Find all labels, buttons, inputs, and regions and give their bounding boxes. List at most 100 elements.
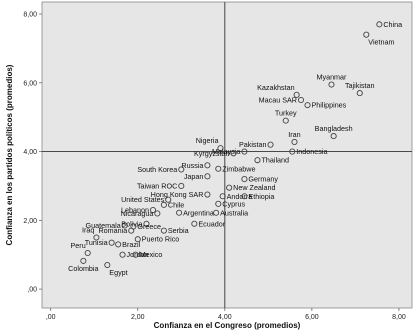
point-label-ecuador: Ecuador (198, 219, 225, 228)
point-label-tunisia: Tunisia (85, 238, 108, 247)
point-pakistan (267, 141, 274, 148)
point-ethiopia (241, 193, 248, 200)
point-label-serbia: Serbia (168, 226, 189, 235)
point-nicaragua (154, 210, 161, 217)
point-label-tajikistan: Tajikistan (345, 81, 375, 90)
point-cyprus (215, 200, 222, 207)
point-turkey (282, 117, 289, 124)
point-label-bangladesh: Bangladesh (315, 124, 353, 133)
point-label-hong-kong-sar: Hong Kong SAR (151, 190, 204, 199)
x-tick-label: 2,00 (131, 314, 145, 321)
point-ecuador (191, 220, 198, 227)
point-thailand (254, 157, 261, 164)
point-label-greece: Greece (137, 222, 161, 231)
point-nigeria (217, 145, 224, 152)
reference-lines (42, 2, 412, 308)
point-label-guatemala: Guatemala (86, 221, 121, 230)
point-macau-sar (297, 96, 305, 104)
point-label-pakistan: Pakistan (239, 140, 267, 149)
point-vietnam (363, 31, 370, 38)
point-label-indonesia: Indonesia (296, 147, 327, 156)
point-label-colombia: Colombia (68, 264, 98, 273)
point-label-germany: Germany (248, 175, 278, 184)
point-jordan (119, 251, 126, 258)
point-label-taiwan-roc: Taiwan ROC (137, 181, 177, 190)
point-serbia (160, 227, 167, 234)
point-label-south-korea: South Korea (137, 165, 177, 174)
point-label-vietnam: Vietnam (368, 38, 394, 47)
point-germany (241, 176, 248, 183)
x-axis-title: Confianza en el Congreso (promedios) (154, 321, 301, 330)
point-romania (128, 227, 135, 234)
point-philippines (304, 102, 311, 109)
point-tajikistan (356, 90, 363, 97)
point-label-myanmar: Myanmar (316, 73, 347, 82)
y-axis-title: Confianza en los partidos políticos (pro… (5, 64, 14, 245)
point-label-chile: Chile (168, 200, 184, 209)
point-label-kazakhstan: Kazakhstan (257, 83, 295, 92)
y-tick-label: 4,00 (23, 149, 37, 156)
point-new-zealand (226, 184, 233, 191)
plot-area (41, 1, 413, 309)
x-tick-label: 4,00 (218, 314, 232, 321)
point-argentina (176, 209, 183, 216)
point-puerto-rico (134, 236, 141, 243)
point-tunisia (108, 239, 115, 246)
point-united-states (165, 196, 172, 203)
point-egypt (104, 261, 111, 269)
point-label-new-zealand: New Zealand (233, 183, 275, 192)
point-mexico (132, 251, 139, 258)
point-label-romania: Romania (98, 226, 127, 235)
point-label-argentina: Argentina (183, 208, 214, 217)
x-tick-label: ,00 (46, 314, 56, 321)
point-label-mexico: Mexico (140, 250, 163, 259)
point-label-peru: Peru (71, 241, 86, 250)
point-colombia (80, 257, 87, 264)
point-label-cyprus: Cyprus (222, 199, 245, 208)
point-malaysia (241, 148, 248, 155)
point-label-zimbabwe: Zimbabwe (222, 164, 255, 173)
axis-ticks: ,00 2,00 4,00 6,00 8,00 ,00 2,00 4,00 6,00 8,00 (23, 12, 405, 321)
point-label-jordan: Jordan (127, 250, 149, 259)
point-label-brazil: Brazil (122, 240, 140, 249)
y-tick-label: 2,00 (23, 218, 37, 225)
point-iran (291, 138, 298, 145)
point-iraq (93, 234, 100, 241)
point-label-united-states: United States (121, 195, 165, 204)
point-label-iraq: Iraq (82, 226, 94, 235)
point-kazakhstan (293, 91, 300, 98)
point-label-malaysia: Malaysia (212, 147, 240, 156)
point-label-philippines: Philippines (312, 101, 347, 110)
point-label-bolivia: Bolivia (121, 219, 142, 228)
point-label-australia: Australia (220, 208, 248, 217)
point-kyrgyzstan (230, 150, 237, 157)
point-label-russia: Russia (181, 161, 203, 170)
point-label-turkey: Turkey (275, 109, 297, 118)
y-tick-label: ,00 (27, 287, 37, 294)
point-chile (160, 201, 167, 208)
point-label-nicaragua: Nicaragua (121, 209, 154, 218)
y-tick-label: 8,00 (23, 12, 37, 19)
point-china (376, 21, 383, 28)
point-label-macau-sar: Macau SAR (259, 95, 297, 104)
point-label-andorra: Andorra (227, 192, 253, 201)
y-tick-label: 6,00 (23, 80, 37, 87)
x-tick-label: 8,00 (392, 314, 406, 321)
point-peru (84, 249, 91, 257)
point-taiwan-roc (178, 182, 185, 189)
point-label-puerto-rico: Puerto Rico (142, 235, 180, 244)
point-guatemala (121, 222, 128, 229)
point-label-egypt: Egypt (109, 268, 127, 277)
point-label-thailand: Thailand (261, 156, 289, 165)
point-zimbabwe (215, 165, 222, 172)
x-tick-label: 6,00 (305, 314, 319, 321)
point-russia (204, 162, 211, 169)
point-label-china: China (383, 20, 402, 29)
point-lebanon (149, 206, 157, 214)
point-japan (204, 173, 211, 180)
point-bolivia (143, 220, 150, 227)
point-brazil (115, 241, 122, 248)
point-label-kyrgyzstan: Kyrgyzstan (194, 149, 230, 158)
